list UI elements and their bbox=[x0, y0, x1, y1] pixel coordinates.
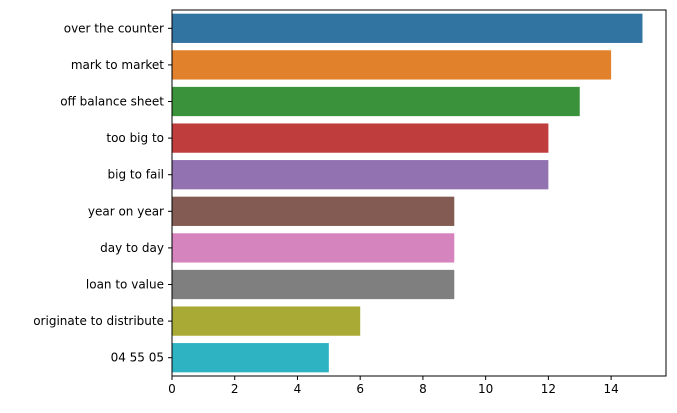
y-tick-label: mark to market bbox=[71, 58, 164, 72]
x-ticks-group: 0 2 4 6 8 10 12 14 bbox=[168, 376, 619, 396]
y-tick-label: originate to distribute bbox=[33, 314, 164, 328]
y-tick-label: day to day bbox=[100, 241, 164, 255]
x-tick-label: 12 bbox=[541, 382, 556, 396]
y-tick-label: off balance sheet bbox=[60, 95, 164, 109]
bars-group bbox=[172, 13, 643, 373]
x-tick-label: 14 bbox=[603, 382, 618, 396]
bar bbox=[172, 306, 361, 336]
x-tick-label: 10 bbox=[478, 382, 493, 396]
plot-frame bbox=[171, 9, 667, 377]
bar bbox=[172, 86, 580, 117]
y-tick-label: big to fail bbox=[108, 168, 165, 182]
category-labels-group: over the counter mark to market off balanc… bbox=[33, 21, 172, 365]
bar bbox=[172, 50, 612, 80]
bar bbox=[172, 13, 643, 43]
bar bbox=[172, 233, 455, 263]
x-tick-label: 0 bbox=[168, 382, 176, 396]
y-tick-label: too big to bbox=[106, 131, 164, 145]
bar bbox=[172, 123, 549, 153]
bar bbox=[172, 269, 455, 300]
x-tick-label: 2 bbox=[231, 382, 239, 396]
x-tick-label: 4 bbox=[294, 382, 302, 396]
y-tick-label: loan to value bbox=[86, 278, 164, 292]
y-tick-label: 04 55 05 bbox=[111, 351, 164, 365]
y-tick-label: over the counter bbox=[64, 21, 164, 35]
bar bbox=[172, 196, 455, 226]
x-tick-label: 6 bbox=[356, 382, 364, 396]
x-tick-label: 8 bbox=[419, 382, 427, 396]
bar bbox=[172, 160, 549, 190]
y-tick-label: year on year bbox=[88, 204, 164, 218]
bar bbox=[172, 343, 329, 373]
